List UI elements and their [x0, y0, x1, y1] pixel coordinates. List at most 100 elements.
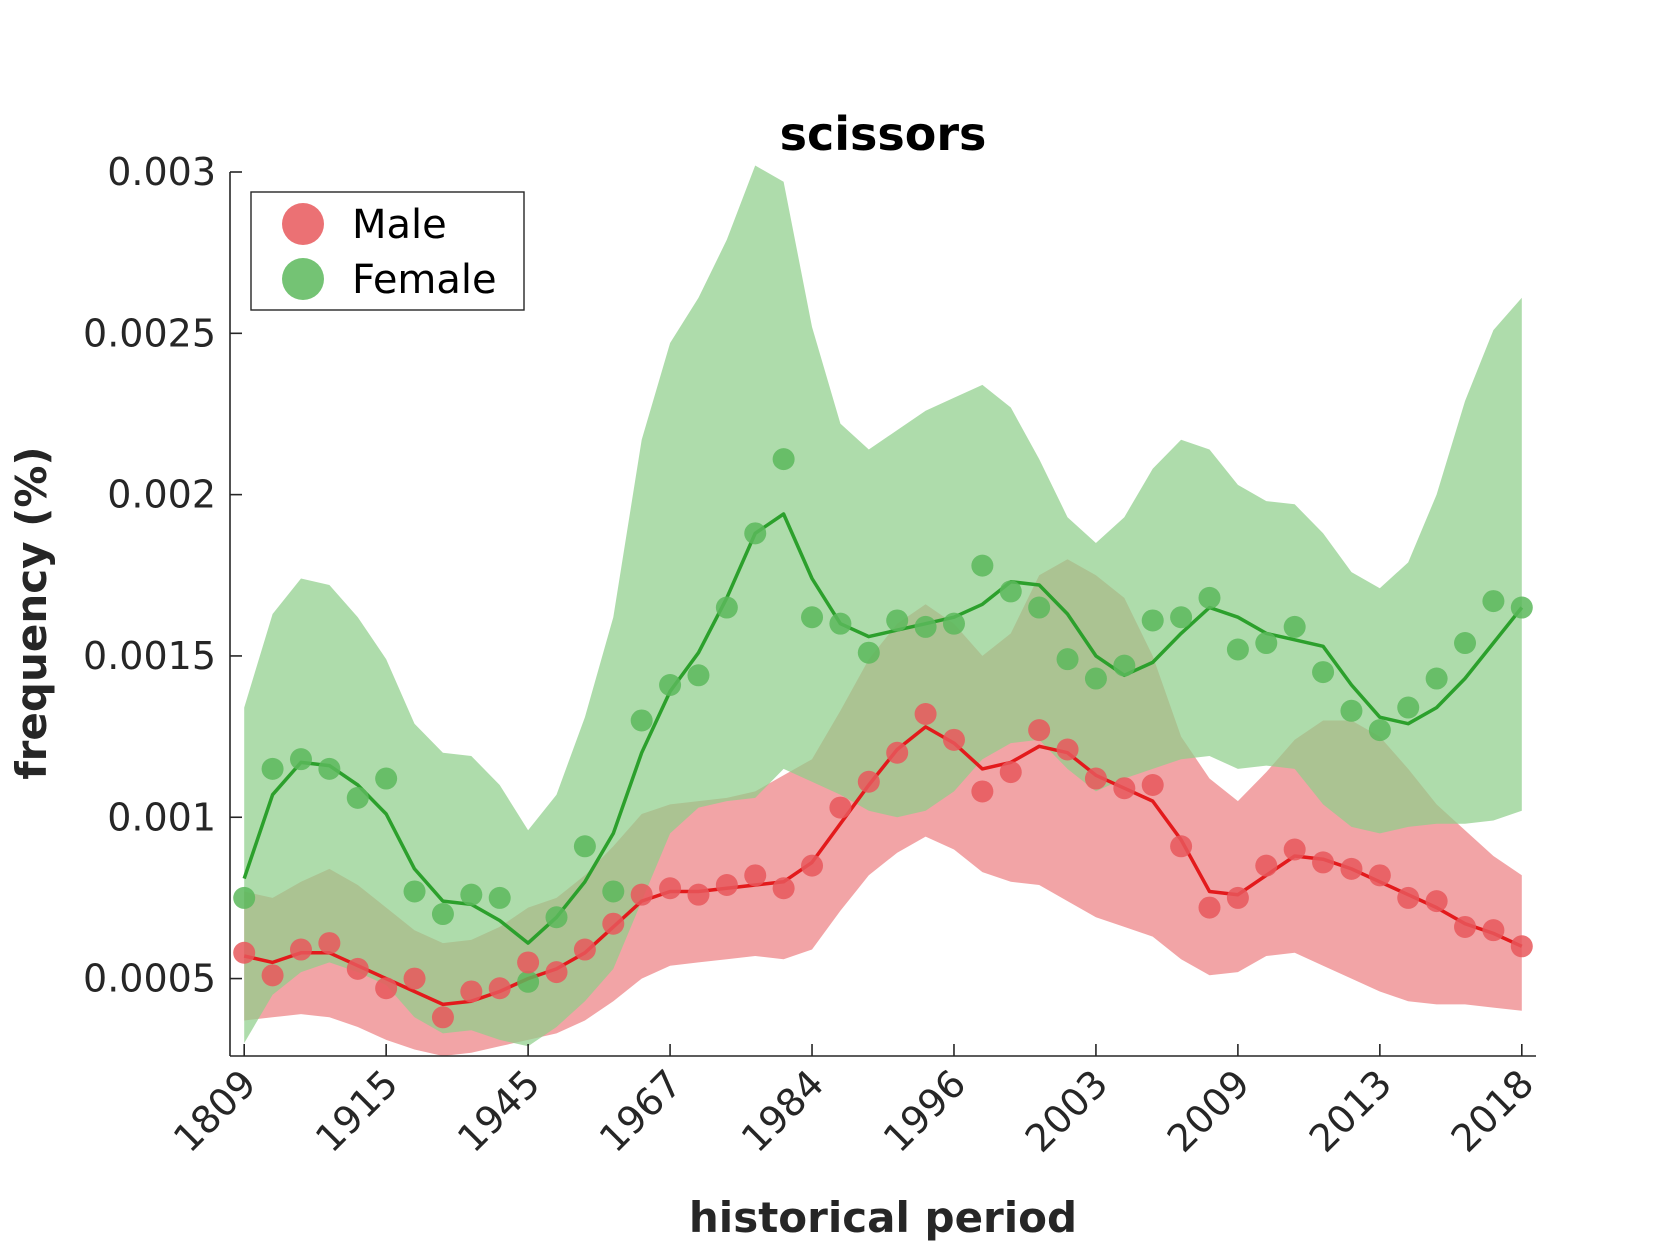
male-data-point [659, 877, 682, 900]
female-data-point [1170, 606, 1193, 629]
female-data-point [1226, 638, 1249, 661]
female-trend-line [242, 512, 1524, 945]
y-tick-label: 0.0005 [83, 957, 216, 1001]
male-data-point [687, 883, 710, 906]
female-data-point [545, 906, 568, 929]
male-data-point [999, 761, 1022, 784]
female-data-point [772, 448, 795, 471]
male-data-point [1482, 919, 1505, 942]
female-data-point [488, 886, 511, 909]
female-data-point [233, 886, 256, 909]
male-data-point [857, 770, 880, 793]
female-data-point [1510, 596, 1533, 619]
male-data-point [630, 883, 653, 906]
female-data-point [914, 615, 937, 638]
female-data-point [346, 786, 369, 809]
female-data-point [431, 903, 454, 926]
female-data-point [744, 522, 767, 545]
plot-area [233, 165, 1533, 1056]
female-data-point [1084, 667, 1107, 690]
female-data-point [573, 835, 596, 858]
legend-entry-female-label: Female [352, 257, 497, 303]
legend-entry-female-marker [282, 258, 324, 300]
female-data-point [1340, 699, 1363, 722]
y-tick-label: 0.001 [107, 795, 216, 839]
male-data-point [1113, 777, 1136, 800]
male-data-point [1425, 890, 1448, 913]
male-data-point [1454, 915, 1477, 938]
male-data-point [971, 780, 994, 803]
male-data-point [1312, 851, 1335, 874]
female-data-point [1113, 654, 1136, 677]
legend: Male Female [250, 191, 525, 311]
male-data-point [233, 941, 256, 964]
male-data-point [1226, 886, 1249, 909]
male-data-point [1141, 773, 1164, 796]
female-data-point [659, 673, 682, 696]
male-data-point [942, 728, 965, 751]
female-data-point [517, 970, 540, 993]
legend-entry-male-marker [282, 203, 324, 245]
female-data-point [942, 612, 965, 635]
female-data-point [602, 880, 625, 903]
male-data-point [1028, 719, 1051, 742]
male-data-point [772, 877, 795, 900]
female-data-point [403, 880, 426, 903]
male-trend-line [243, 725, 1523, 1007]
male-data-point [517, 951, 540, 974]
female-data-point [801, 606, 824, 629]
male-data-point [1510, 935, 1533, 958]
male-data-point [488, 977, 511, 1000]
female-data-point [1056, 648, 1079, 671]
chart-title: scissors [780, 107, 987, 161]
female-data-point [1283, 615, 1306, 638]
male-data-point [886, 741, 909, 764]
female-data-point [1255, 632, 1278, 655]
female-data-point [1368, 719, 1391, 742]
male-data-point [1340, 857, 1363, 880]
female-data-point [999, 580, 1022, 603]
male-data-point [1255, 854, 1278, 877]
female-data-point [1141, 609, 1164, 632]
male-data-point [375, 977, 398, 1000]
x-axis-title: historical period [689, 1193, 1077, 1242]
female-data-point [318, 757, 341, 780]
male-data-point [1170, 835, 1193, 858]
y-tick-label: 0.0015 [83, 634, 216, 678]
male-data-point [602, 912, 625, 935]
male-data-point [1198, 896, 1221, 919]
female-confidence-band [244, 165, 1522, 1047]
female-data-point [1454, 632, 1477, 655]
male-data-point [715, 874, 738, 897]
male-data-point [346, 957, 369, 980]
female-data-point [460, 883, 483, 906]
female-data-point [289, 748, 312, 771]
male-data-point [431, 1006, 454, 1029]
y-tick-label: 0.002 [107, 473, 216, 517]
male-data-point [460, 980, 483, 1003]
male-data-point [1368, 864, 1391, 887]
y-axis-title: frequency (%) [7, 446, 56, 779]
male-data-point [1084, 767, 1107, 790]
female-data-point [1397, 696, 1420, 719]
female-data-point [1482, 590, 1505, 613]
male-data-point [403, 967, 426, 990]
male-data-point [1397, 886, 1420, 909]
male-data-point [1056, 738, 1079, 761]
y-tick-label: 0.0025 [83, 311, 216, 355]
female-data-point [857, 641, 880, 664]
male-data-point [829, 796, 852, 819]
male-data-point [318, 932, 341, 955]
male-data-point [914, 703, 937, 726]
male-data-point [545, 961, 568, 984]
male-data-point [744, 864, 767, 887]
female-data-point [261, 757, 284, 780]
female-data-point [1425, 667, 1448, 690]
legend-entry-male-label: Male [352, 202, 447, 248]
female-data-point [829, 612, 852, 635]
female-data-point [971, 554, 994, 577]
male-data-point [289, 938, 312, 961]
male-data-point [801, 854, 824, 877]
female-data-point [375, 767, 398, 790]
